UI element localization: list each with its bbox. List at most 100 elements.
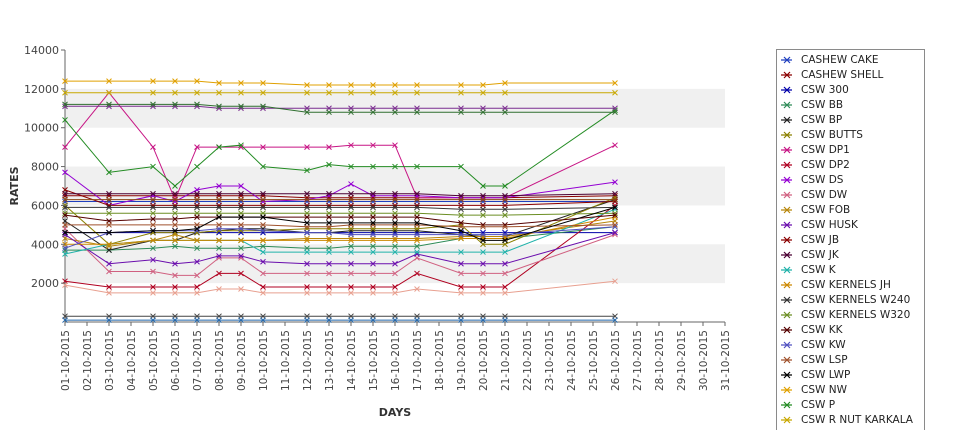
data-point (150, 216, 156, 222)
data-point (106, 101, 112, 108)
data-point (326, 161, 332, 168)
data-point (304, 144, 310, 150)
x-tick-label: 25-10-2015 (588, 330, 600, 391)
legend-item: CSW KK (777, 323, 924, 337)
data-point (260, 270, 266, 277)
data-point (304, 249, 310, 255)
legend-item: CSW P (777, 398, 924, 412)
series-csw-lwp (62, 204, 618, 244)
legend-item: CSW DP2 (777, 158, 924, 172)
data-point (150, 101, 156, 108)
x-tick-label: 06-10-2015 (170, 330, 182, 391)
data-point (392, 270, 398, 277)
x-tick-label: 26-10-2015 (610, 330, 622, 391)
series-line (64, 214, 616, 226)
data-point (62, 245, 68, 252)
legend-item: CSW DS (777, 173, 924, 187)
data-point (238, 204, 244, 211)
legend-item: CSW FOB (777, 203, 924, 217)
legend-label: CSW KERNELS W320 (801, 309, 911, 321)
data-point (238, 89, 244, 96)
data-point (106, 210, 112, 217)
data-point (370, 237, 376, 244)
series-line (65, 105, 615, 109)
legend-marker-icon (781, 416, 792, 424)
data-point (326, 82, 332, 88)
legend-label: CSW P (801, 399, 836, 411)
series-csw-r-nut-karkala (62, 89, 618, 96)
data-point (194, 190, 200, 197)
y-tick-label: 6000 (31, 199, 59, 212)
data-point (172, 204, 178, 211)
data-point (260, 237, 266, 244)
legend-item: CASHEW CAKE (777, 53, 924, 67)
data-point (392, 190, 398, 197)
data-point (304, 109, 310, 116)
data-point (238, 142, 244, 149)
data-point (612, 109, 618, 116)
data-point (348, 290, 354, 296)
legend-marker-icon (781, 131, 792, 139)
data-point (414, 196, 420, 203)
x-tick-label: 30-10-2015 (698, 330, 710, 391)
y-tick-label: 12000 (24, 83, 59, 96)
data-point (348, 317, 354, 323)
data-point (326, 249, 332, 255)
legend-label: CSW BUTTS (801, 129, 863, 141)
x-tick-label: 04-10-2015 (126, 330, 138, 391)
data-point (216, 144, 222, 150)
data-point (480, 109, 486, 116)
data-point (348, 231, 354, 238)
data-point (216, 204, 222, 211)
data-point (348, 109, 354, 116)
x-tick-label: 13-10-2015 (324, 330, 336, 391)
data-point (216, 270, 222, 277)
series-csw-husk (62, 229, 618, 267)
data-point (414, 109, 420, 116)
data-point (370, 163, 376, 170)
data-point (216, 222, 222, 228)
data-point (172, 190, 178, 197)
data-point (348, 260, 354, 267)
legend-label: CASHEW SHELL (801, 69, 884, 81)
x-tick-label: 31-10-2015 (720, 330, 732, 391)
data-point (458, 206, 464, 213)
data-point (502, 80, 508, 86)
data-point (260, 80, 266, 86)
data-point (172, 237, 178, 244)
legend-marker-icon (781, 176, 792, 184)
data-point (326, 317, 332, 323)
data-point (348, 190, 354, 197)
data-point (238, 183, 244, 189)
legend-item: CSW BUTTS (777, 128, 924, 142)
data-point (458, 317, 464, 323)
series-unlabeled-28 (62, 317, 618, 323)
data-point (458, 196, 464, 203)
data-point (348, 220, 354, 226)
data-point (150, 284, 156, 290)
data-point (392, 89, 398, 96)
data-point (612, 212, 618, 218)
data-point (370, 82, 376, 88)
data-point (458, 82, 464, 88)
data-point (216, 89, 222, 96)
data-point (150, 237, 156, 244)
legend-item: CSW BP (777, 113, 924, 127)
legend-marker-icon (781, 371, 792, 379)
x-tick-label: 22-10-2015 (522, 330, 534, 391)
series-line (64, 280, 616, 294)
data-point (238, 80, 244, 86)
data-point (150, 196, 156, 203)
data-point (62, 78, 68, 84)
data-point (326, 89, 332, 96)
data-point (216, 245, 222, 252)
legend-item: CSW DP1 (777, 143, 924, 157)
data-point (62, 317, 68, 323)
data-point (172, 101, 178, 108)
data-point (194, 225, 200, 232)
legend-label: CSW HUSK (801, 219, 858, 231)
series-line (64, 171, 616, 206)
data-point (370, 260, 376, 267)
data-point (392, 237, 398, 244)
x-tick-label: 09-10-2015 (236, 330, 248, 391)
